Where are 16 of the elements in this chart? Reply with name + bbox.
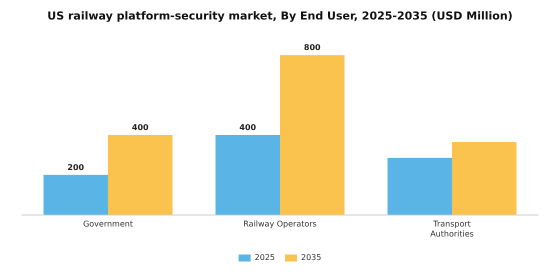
legend-label: 2025 — [254, 253, 275, 262]
legend-label: 2035 — [301, 253, 322, 262]
bar — [452, 142, 516, 215]
bar — [280, 55, 344, 215]
data-label: 400 — [132, 123, 150, 132]
x-tick-label: Transport Authorities — [430, 220, 474, 238]
bar — [44, 174, 108, 215]
data-label: 200 — [67, 162, 85, 172]
data-label: 800 — [304, 43, 322, 52]
chart-title: US railway platform-security market, By End User, 2025-2035 (USD Million) — [47, 9, 513, 22]
x-tick-label: Government — [83, 220, 133, 229]
x-tick-label: Railway Operators — [243, 220, 317, 229]
bar — [108, 134, 172, 215]
bar — [216, 134, 280, 215]
data-label: 400 — [239, 123, 257, 132]
bar — [388, 158, 452, 215]
